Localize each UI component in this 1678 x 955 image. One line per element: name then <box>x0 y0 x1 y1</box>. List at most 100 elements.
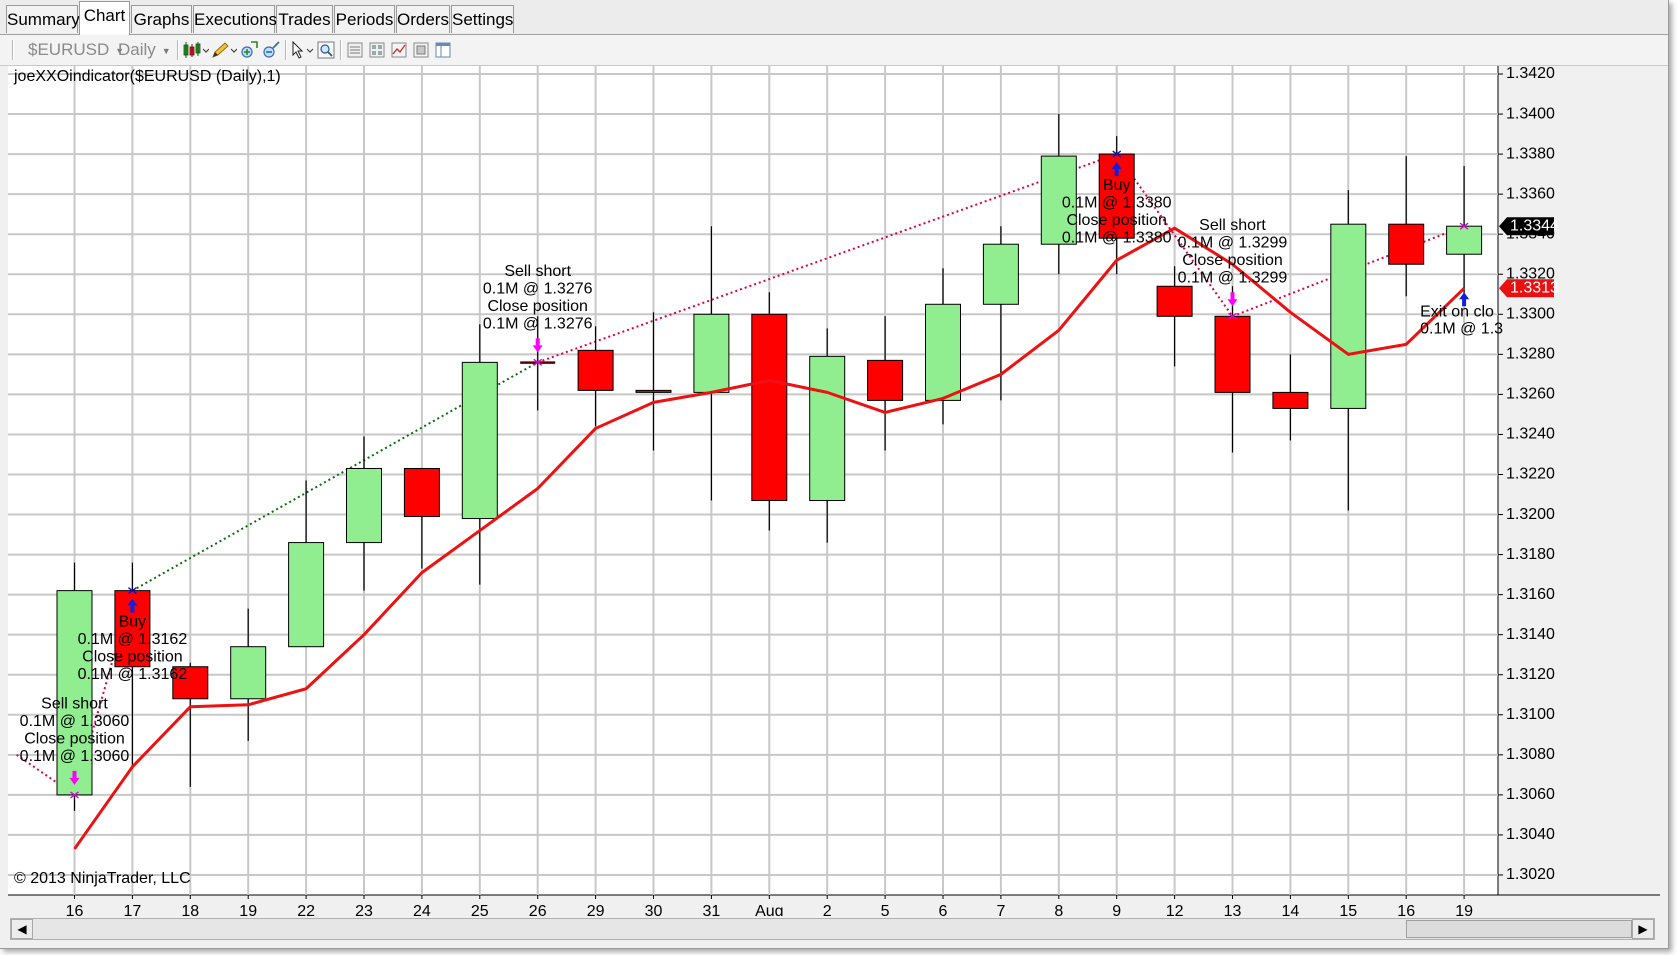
indicator-marker <box>1499 279 1554 298</box>
tab-settings[interactable]: Settings <box>451 5 514 33</box>
execution-label-line: 0.1M @ 1.3162 <box>78 666 188 683</box>
x-tick-label: 16 <box>66 903 84 916</box>
y-tick-label: 1.3420 <box>1506 66 1555 82</box>
x-tick-label: 15 <box>1339 903 1357 916</box>
execution-label-line: 0.1M @ 1.3060 <box>20 748 130 765</box>
instrument-selector[interactable]: $EURUSD ▼ <box>28 39 124 61</box>
window-layout-icon[interactable] <box>434 41 452 59</box>
x-tick-label: 9 <box>1112 903 1121 916</box>
execution-label-line: 0.1M @ 1.3276 <box>483 281 593 298</box>
y-tick-label: 1.3060 <box>1506 786 1555 803</box>
data-box-icon[interactable] <box>368 41 386 59</box>
chart-toolbar: $EURUSD ▼ Daily ▼ <box>0 35 1668 66</box>
tab-periods[interactable]: Periods <box>334 5 395 33</box>
execution-label: Exit on clo 0.1M @ 1.3 <box>1420 303 1503 337</box>
arrow-right-icon: ▶ <box>1638 922 1648 936</box>
drawing-pencil-icon[interactable] <box>211 41 237 59</box>
cursor-pointer-icon[interactable] <box>291 41 315 59</box>
execution-x-marker <box>1228 312 1237 320</box>
x-tick-label: 26 <box>529 903 547 916</box>
zoom-in-icon[interactable] <box>240 41 258 59</box>
tab-orders[interactable]: Orders <box>396 5 450 33</box>
x-tick-label: 14 <box>1282 903 1300 916</box>
candle-body <box>1156 285 1193 317</box>
candle-body <box>982 243 1019 305</box>
candle-body <box>1388 223 1425 265</box>
execution-x-marker <box>533 358 543 366</box>
x-tick-label: 13 <box>1224 903 1242 916</box>
x-tick-label: 2 <box>823 903 832 916</box>
candle-body <box>1330 223 1367 409</box>
y-tick-label: 1.3040 <box>1506 826 1555 843</box>
execution-label-line: 0.1M @ 1.3162 <box>78 631 188 648</box>
scroll-right-button[interactable]: ▶ <box>1632 919 1654 939</box>
candle-body <box>1272 391 1309 409</box>
candles <box>56 114 1483 811</box>
horizontal-scrollbar[interactable]: ◀ ▶ <box>10 918 1655 940</box>
chevron-down-icon: ▼ <box>115 45 125 56</box>
indicator-plot <box>73 226 1466 850</box>
x-tick-label: 5 <box>881 903 890 916</box>
candle-body <box>635 389 672 393</box>
x-tick-label: 17 <box>124 903 142 916</box>
properties-icon[interactable] <box>346 41 364 59</box>
candle-body <box>925 303 961 401</box>
y-tick-label: 1.3200 <box>1506 506 1555 523</box>
candle-body <box>403 467 440 518</box>
candle-body <box>1446 225 1483 255</box>
sell-arrow-icon <box>532 338 543 353</box>
chart-title: joeXXOindicator($EURUSD (Daily),1) <box>13 68 281 85</box>
magnifier-icon[interactable] <box>317 41 335 59</box>
x-tick-label: 8 <box>1054 903 1063 916</box>
zoom-out-icon[interactable] <box>262 41 280 59</box>
buy-arrow-icon <box>1459 292 1470 307</box>
x-tick-label: Aug <box>755 903 783 916</box>
execution-label-line: 0.1M @ 1.3060 <box>20 713 130 730</box>
strategies-icon[interactable] <box>412 41 430 59</box>
tab-chart[interactable]: Chart <box>79 1 130 35</box>
execution-label-line: Sell short <box>1199 217 1266 234</box>
interval-selector[interactable]: Daily ▼ <box>118 39 171 61</box>
tab-trades[interactable]: Trades <box>276 5 333 33</box>
candle-body <box>56 590 93 796</box>
x-tick-label: 29 <box>587 903 605 916</box>
execution-markers: Sell short 0.1M @ 1.3060 Close position 0.1… <box>20 150 1503 799</box>
execution-x-marker <box>127 587 137 595</box>
y-tick-label: 1.3380 <box>1506 145 1555 162</box>
tab-graphs[interactable]: Graphs <box>131 5 192 33</box>
tab-summary[interactable]: Summary <box>6 5 80 33</box>
y-tick-label: 1.3120 <box>1506 666 1555 683</box>
execution-label-line: 0.1M @ 1.3 <box>1420 321 1503 338</box>
candle-body <box>1040 155 1077 245</box>
execution-label-line: Close position <box>24 730 125 747</box>
execution-label-line: Close position <box>1066 212 1167 229</box>
execution-label-line: Sell short <box>504 263 571 280</box>
y-tick-label: 1.3160 <box>1506 586 1555 603</box>
y-tick-label: 1.3100 <box>1506 706 1555 723</box>
execution-label: Sell short 0.1M @ 1.3299 Close position 0.1… <box>1178 217 1288 286</box>
scrollbar-thumb[interactable] <box>1406 920 1632 938</box>
candle-body <box>577 349 614 391</box>
y-tick-label: 1.3320 <box>1506 265 1555 282</box>
y-tick-label: 1.3360 <box>1506 185 1555 202</box>
execution-x-marker <box>1112 150 1122 158</box>
execution-label-line: 0.1M @ 1.3276 <box>483 315 593 332</box>
x-tick-label: 12 <box>1166 903 1184 916</box>
trade-line <box>1232 225 1465 318</box>
y-tick-label: 1.3020 <box>1506 866 1555 883</box>
indicators-icon[interactable] <box>390 41 408 59</box>
x-axis-ticks: 16 17 18 19 22 23 24 25 26 29 30 31 Aug 2 5 6 7 8 9 12 13 14 1… <box>66 895 1473 916</box>
chart-style-icon[interactable] <box>183 41 209 59</box>
price-chart[interactable]: Sell short 0.1M @ 1.3060 Close position 0.1… <box>8 66 1660 916</box>
indicator-value: 1.3313 <box>1510 279 1559 296</box>
execution-label-line: Close position <box>82 648 183 665</box>
sell-arrow-icon <box>1227 292 1238 307</box>
tab-executions[interactable]: Executions <box>193 5 277 33</box>
y-axis-ticks: 1.3020 1.3040 1.3060 1.3080 1.3100 1.3120 1.31… <box>1498 66 1555 883</box>
last-price-value: 1.3344 <box>1510 217 1559 234</box>
arrow-left-icon: ◀ <box>17 922 27 936</box>
candle-body <box>346 467 382 544</box>
sell-arrow-icon <box>69 770 80 785</box>
scroll-left-button[interactable]: ◀ <box>11 919 33 939</box>
